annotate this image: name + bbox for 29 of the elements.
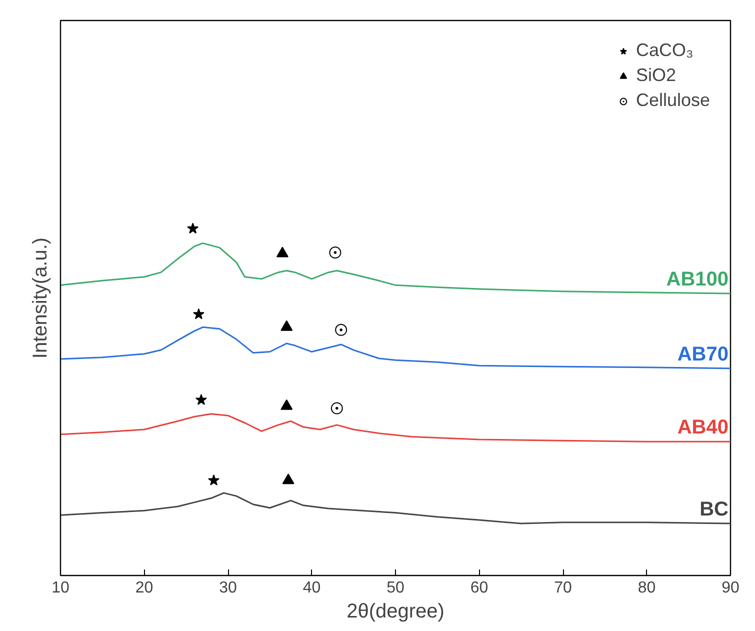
point — [330, 402, 343, 414]
point — [335, 324, 348, 336]
x-tick-label: 50 — [386, 580, 404, 596]
point — [282, 474, 294, 484]
point — [195, 394, 207, 405]
point — [280, 320, 293, 331]
legend-label: CaCO₃ — [636, 40, 694, 61]
x-tick-label: 60 — [470, 580, 488, 596]
y-axis-title: Intensity(a.u.) — [30, 237, 52, 359]
series-label: AB100 — [666, 268, 729, 290]
x-tick-label: 20 — [135, 580, 154, 596]
point — [280, 399, 293, 410]
legend-label: SiO2 — [636, 65, 676, 86]
x-tick-label: 30 — [219, 580, 237, 596]
series-label: AB70 — [677, 343, 729, 366]
point — [208, 474, 220, 486]
series-label: AB40 — [677, 416, 729, 439]
point — [187, 222, 199, 234]
point — [329, 246, 342, 259]
point — [276, 246, 288, 258]
x-tick-label: 70 — [554, 580, 572, 596]
x-tick-label: 10 — [52, 580, 70, 596]
legend-label: Cellulose — [636, 90, 710, 111]
x-tick-label: 40 — [302, 580, 321, 596]
x-tick-label: 90 — [722, 580, 740, 596]
x-axis-title: 2θ(degree) — [346, 600, 444, 622]
series-label: BC — [700, 498, 729, 520]
x-tick-label: 80 — [638, 580, 656, 596]
point — [192, 308, 204, 320]
